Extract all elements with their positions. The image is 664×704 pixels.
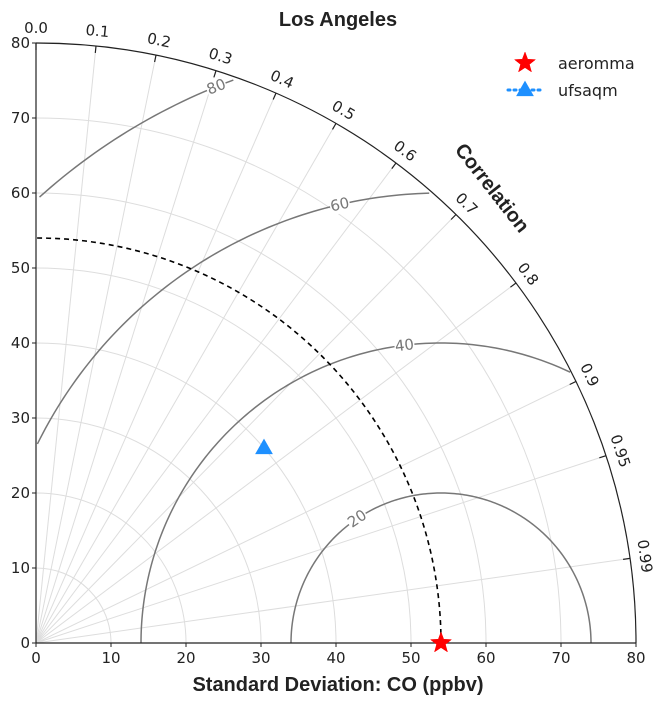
corr-gridline [35,381,577,644]
std-gridline [35,417,262,644]
corr-gridline [35,55,157,644]
corr-gridline [35,455,607,644]
std-gridline [35,492,187,644]
corr-tick-mark [510,282,517,288]
x-tick-label: 0 [31,649,41,667]
corr-tick-label: 0.0 [24,19,48,37]
legend-label-ufsaqm: ufsaqm [558,81,618,100]
grid-layer [35,43,631,644]
corr-tick-mark [213,70,217,78]
corr-tick-mark [154,55,157,63]
corr-tick-label: 0.5 [329,97,359,125]
corr-gridline [35,92,277,644]
corr-tick-mark [94,45,97,54]
y-tick-label: 60 [11,184,30,202]
legend-label-aeromma: aeromma [558,54,635,73]
corr-tick-label: 0.9 [576,360,603,389]
corr-tick-label: 0.95 [606,432,634,469]
reference-std-arc [35,237,442,644]
aeromma-marker [429,631,453,653]
corr-gridline [35,45,97,644]
rms-contour [39,79,234,198]
reference-arc [35,237,442,644]
rms-label-bg [343,505,371,532]
y-tick-label: 80 [11,34,30,52]
data-points [255,438,453,653]
x-axis-label: Standard Deviation: CO (ppbv) [192,674,483,696]
chart-title: Los Angeles [279,9,397,31]
outer-arc [35,42,637,644]
corr-gridline [35,214,457,644]
corr-tick-label: 0.3 [206,44,234,68]
y-tick-label: 40 [11,334,30,352]
x-tick-label: 50 [401,649,420,667]
corr-gridline [35,70,217,644]
legend-marker-ufsaqm [516,80,534,97]
std-gridline [35,342,337,644]
legend-marker-aeromma [513,51,537,73]
std-gridline [35,117,562,644]
corr-gridline [35,123,337,644]
rms-label-bg [203,74,229,99]
y-tick-label: 10 [11,559,30,577]
y-tick-label: 50 [11,259,30,277]
y-tick-label: 70 [11,109,30,127]
corr-tick-label: 0.4 [267,66,296,92]
corr-tick-label: 0.99 [634,538,657,574]
x-tick-label: 40 [326,649,345,667]
rms-label: 40 [394,335,415,355]
ufsaqm-marker [255,438,273,455]
rms-contour [36,192,430,445]
rms-label: 60 [328,194,351,216]
corr-gridline [35,282,517,644]
corr-tick-mark [599,455,607,459]
y-tick-label: 30 [11,409,30,427]
corr-tick-mark [569,380,577,386]
corr-tick-mark [622,557,631,560]
rms-label-bg [393,335,416,356]
corr-tick-mark [272,92,277,100]
x-tick-label: 20 [176,649,195,667]
correlation-axis-label: Correlation [450,139,533,237]
std-gridline [35,267,412,644]
corr-tick-label: 0.2 [146,29,173,51]
rms-label: 80 [204,75,228,99]
legend: aeromma ufsaqm [506,51,635,100]
corr-tick-mark [450,214,457,220]
corr-tick-label: 0.1 [85,21,111,41]
std-gridline [35,192,487,644]
x-tick-label: 80 [626,649,645,667]
x-tick-label: 70 [551,649,570,667]
corr-tick-mark [331,123,337,130]
y-tick-label: 0 [20,634,30,652]
x-tick-label: 10 [101,649,120,667]
x-tick-label: 30 [251,649,270,667]
corr-tick-mark [391,162,397,169]
rms-contour [140,342,571,644]
rms-label-bg [328,193,352,216]
x-tick-label: 60 [476,649,495,667]
rms-contour [290,492,592,644]
corr-gridline [35,557,631,644]
corr-gridline [35,162,397,644]
rms-label: 20 [344,506,370,532]
y-tick-label: 20 [11,484,30,502]
